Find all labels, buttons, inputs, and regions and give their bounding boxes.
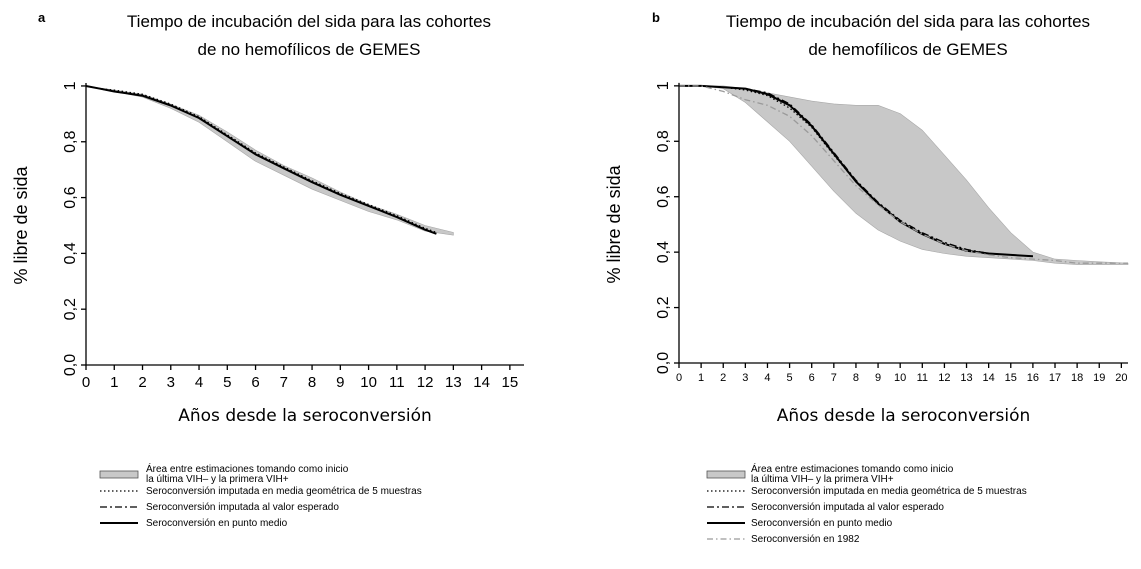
x-tick-label: 18 bbox=[1071, 372, 1083, 384]
x-tick-label: 9 bbox=[336, 374, 344, 391]
x-tick-label: 2 bbox=[138, 374, 146, 391]
legend-swatch-band bbox=[99, 470, 139, 479]
x-tick-label: 17 bbox=[1049, 372, 1061, 384]
legend-label: la última VIH– y la primera VIH+ bbox=[146, 474, 289, 485]
x-tick-label: 14 bbox=[473, 374, 490, 391]
x-axis-label: Años desde la seroconversión bbox=[777, 406, 1031, 426]
panel-letter: b bbox=[652, 10, 660, 25]
legend-label: Seroconversión imputada en media geométr… bbox=[751, 486, 1027, 497]
chart-title-line: de no hemofílicos de GEMES bbox=[197, 40, 420, 59]
x-tick-label: 12 bbox=[417, 374, 434, 391]
y-tick-label: 0,2 bbox=[655, 296, 672, 318]
x-tick-label: 11 bbox=[917, 372, 928, 384]
x-tick-label: 13 bbox=[960, 372, 972, 384]
legend-label: Seroconversión imputada al valor esperad… bbox=[146, 502, 339, 513]
y-tick-label: 0,8 bbox=[655, 130, 672, 152]
legend-label: Área entre estimaciones tomando como ini… bbox=[146, 462, 349, 475]
x-tick-label: 1 bbox=[698, 372, 704, 384]
legend-label: Área entre estimaciones tomando como ini… bbox=[751, 462, 954, 475]
panel-b: b Tiempo de incubación del sida para las … bbox=[604, 10, 1129, 545]
series-line-dotted bbox=[85, 85, 437, 234]
x-tick-label: 8 bbox=[853, 372, 859, 384]
x-tick-label: 7 bbox=[831, 372, 837, 384]
x-tick-label: 0 bbox=[676, 372, 682, 384]
x-tick-label: 11 bbox=[389, 374, 405, 391]
x-tick-label: 12 bbox=[938, 372, 950, 384]
panel-letter: a bbox=[38, 10, 46, 25]
legend-swatch-band bbox=[706, 470, 746, 479]
series-line-solid bbox=[679, 84, 1033, 258]
x-tick-label: 5 bbox=[787, 372, 793, 384]
legend-label: Seroconversión imputada al valor esperad… bbox=[751, 502, 944, 513]
x-tick-label: 14 bbox=[983, 372, 995, 384]
y-tick-label: 0,2 bbox=[62, 298, 79, 320]
chart-title-line: Tiempo de incubación del sida para las c… bbox=[127, 12, 491, 31]
x-tick-label: 19 bbox=[1093, 372, 1105, 384]
x-tick-label: 4 bbox=[764, 372, 770, 384]
y-tick-label: 0,6 bbox=[655, 185, 672, 207]
x-tick-label: 3 bbox=[742, 372, 748, 384]
chart-title-line: de hemofílicos de GEMES bbox=[808, 40, 1007, 59]
x-tick-label: 6 bbox=[809, 372, 815, 384]
legend-label: la última VIH– y la primera VIH+ bbox=[751, 474, 894, 485]
y-axis-label: % libre de sida bbox=[604, 164, 624, 283]
x-tick-label: 10 bbox=[894, 372, 906, 384]
y-tick-label: 0,4 bbox=[655, 241, 672, 263]
y-tick-label: 0,0 bbox=[655, 352, 672, 374]
x-tick-label: 10 bbox=[360, 374, 377, 391]
series-line-light-dashdot bbox=[679, 85, 1128, 264]
series-line-solid bbox=[85, 85, 437, 235]
y-axis-label: % libre de sida bbox=[11, 165, 31, 284]
y-tick-label: 0,8 bbox=[62, 131, 79, 153]
x-tick-label: 9 bbox=[875, 372, 881, 384]
y-tick-label: 0,6 bbox=[62, 186, 79, 208]
x-tick-label: 16 bbox=[1027, 372, 1039, 384]
panel-a: a Tiempo de incubación del sida para las … bbox=[11, 10, 524, 529]
confidence-band bbox=[679, 85, 1129, 265]
x-tick-label: 20 bbox=[1115, 372, 1127, 384]
x-tick-label: 7 bbox=[280, 374, 288, 391]
x-tick-label: 15 bbox=[502, 374, 519, 391]
chart-title-line: Tiempo de incubación del sida para las c… bbox=[726, 12, 1090, 31]
legend-label: Seroconversión imputada en media geométr… bbox=[146, 486, 422, 497]
y-tick-label: 0,4 bbox=[62, 242, 79, 264]
x-tick-label: 2 bbox=[720, 372, 726, 384]
x-tick-label: 4 bbox=[195, 374, 203, 391]
legend-label: Seroconversión en punto medio bbox=[751, 518, 893, 529]
x-tick-label: 3 bbox=[167, 374, 175, 391]
x-tick-label: 8 bbox=[308, 374, 316, 391]
x-tick-label: 6 bbox=[251, 374, 259, 391]
legend-label: Seroconversión en punto medio bbox=[146, 518, 288, 529]
x-axis-label: Años desde la seroconversión bbox=[178, 406, 432, 426]
x-tick-label: 13 bbox=[445, 374, 462, 391]
x-tick-label: 15 bbox=[1005, 372, 1017, 384]
y-tick-label: 0,0 bbox=[62, 354, 79, 376]
legend-label: Seroconversión en 1982 bbox=[751, 534, 860, 545]
y-tick-label: 1 bbox=[655, 81, 672, 90]
x-tick-label: 0 bbox=[82, 374, 90, 391]
y-tick-label: 1 bbox=[62, 81, 79, 90]
x-tick-label: 1 bbox=[110, 374, 118, 391]
x-tick-label: 5 bbox=[223, 374, 231, 391]
